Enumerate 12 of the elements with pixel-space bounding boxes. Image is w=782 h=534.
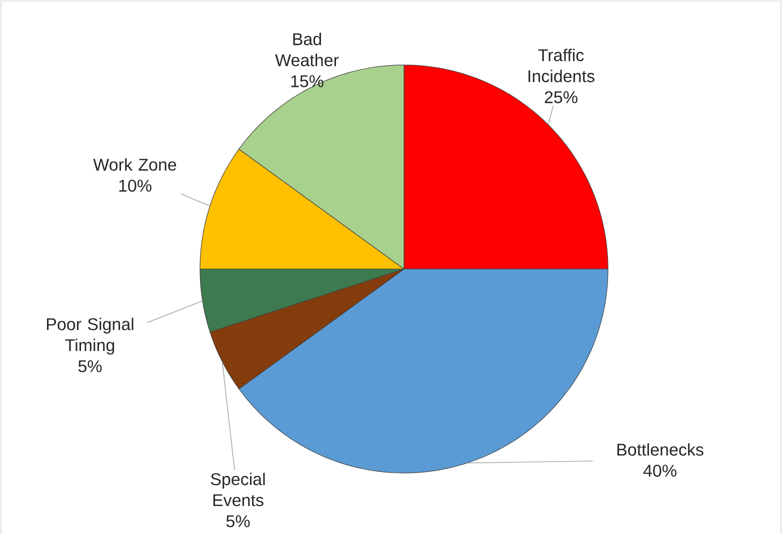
slice-label: Bad Weather [275,32,339,66]
data-label: 25% [544,91,578,104]
data-label: 40% [643,464,676,477]
slice-label: Bottlenecks [617,443,704,456]
data-label: 15% [291,75,324,88]
data-label: 10% [119,180,152,192]
slice-label: Poor Signal Timing [46,318,134,355]
data-label: 5% [78,360,102,372]
slice-label: Traffic Incidents [528,48,594,82]
data-label: 5% [226,515,250,528]
slice-label: Special Events [210,472,265,506]
slice-label: Work Zone [93,158,176,171]
